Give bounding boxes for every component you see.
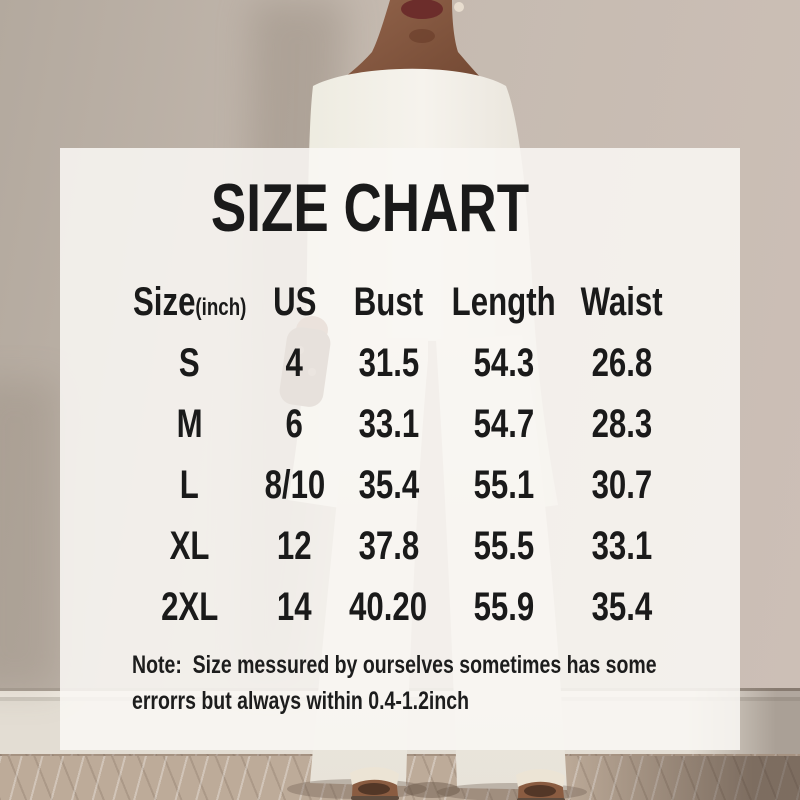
waist-cell: 33.1 [591,524,652,568]
length-cell: 55.5 [473,524,534,568]
lips [401,0,443,19]
column-header-us: US [272,280,317,324]
sandal-left-opening [358,783,390,795]
page-title: SIZE CHART [60,170,740,246]
bust-cell: 33.1 [358,402,419,446]
us-cell: 8/10 [264,463,325,507]
between-legs-shadow [404,782,460,798]
earring [454,2,464,12]
length-cell: 55.1 [473,463,534,507]
waist-cell: 35.4 [591,585,652,629]
bust-cell: 37.8 [358,524,419,568]
wall-shadow-left [0,380,60,690]
size-cell: L [179,463,200,507]
size-table: Size(inch) US Bust Length Waist S 4 31.5… [133,272,666,638]
size-unit-label: (inch) [195,294,247,321]
measurement-note: Note: Size messured by ourselves sometim… [132,647,800,719]
us-cell: 6 [285,402,304,446]
column-header-size: Size(inch) [133,272,246,333]
waist-cell: 28.3 [591,402,652,446]
chin-shadow [409,29,435,43]
page-title-text: SIZE CHART [210,170,530,246]
sandal-right-strap [516,769,565,787]
note-line-1: Note: Size messured by ourselves sometim… [132,651,657,679]
us-cell: 4 [285,341,304,385]
sandal-right-opening [524,785,556,797]
us-cell: 12 [277,524,312,568]
bust-cell: 31.5 [358,341,419,385]
size-cell: XL [169,524,210,568]
column-header-waist: Waist [580,280,663,324]
size-cell: M [176,402,203,446]
size-label: Size [132,280,196,324]
length-cell: 54.3 [473,341,534,385]
waist-cell: 30.7 [591,463,652,507]
length-cell: 54.7 [473,402,534,446]
size-cell: S [179,341,200,385]
column-header-length: Length [451,280,556,324]
sandal-left-sole [351,796,399,800]
sandal-left-strap [350,767,399,785]
size-chart-panel: SIZE CHART Size(inch) US Bust Length Wai… [60,148,740,750]
bust-cell: 35.4 [358,463,419,507]
length-cell: 55.9 [473,585,534,629]
bust-cell: 40.20 [349,585,428,629]
column-header-bust: Bust [353,280,424,324]
us-cell: 14 [277,585,312,629]
size-cell: 2XL [160,585,219,629]
note-line-2: errorrs but always within 0.4-1.2inch [132,687,470,715]
waist-cell: 26.8 [591,341,652,385]
